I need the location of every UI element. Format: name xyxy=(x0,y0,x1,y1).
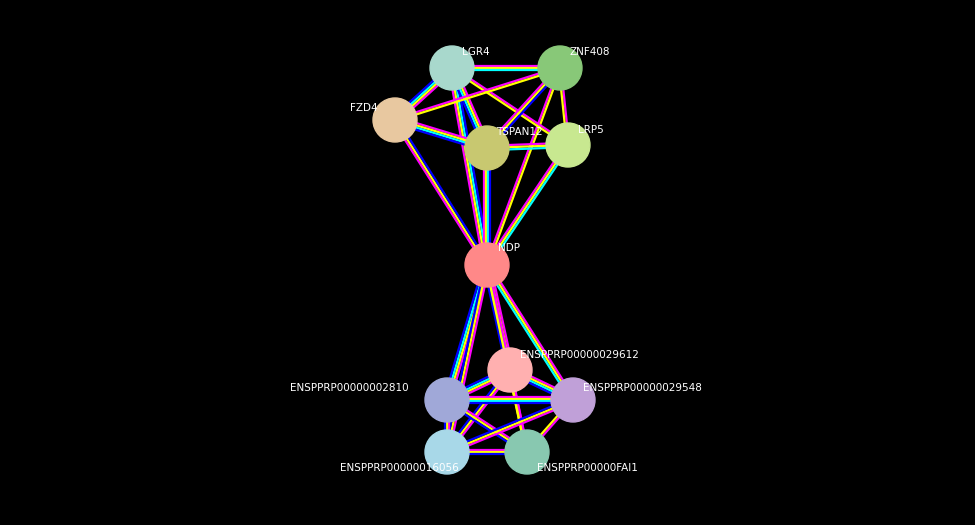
Circle shape xyxy=(488,348,532,392)
Text: LGR4: LGR4 xyxy=(462,47,489,57)
Circle shape xyxy=(425,378,469,422)
Text: TSPAN12: TSPAN12 xyxy=(496,127,543,137)
Text: NDP: NDP xyxy=(498,243,520,253)
Circle shape xyxy=(505,430,549,474)
Circle shape xyxy=(425,430,469,474)
Text: LRP5: LRP5 xyxy=(578,125,604,135)
Circle shape xyxy=(373,98,417,142)
Text: ENSPPRP00000016056: ENSPPRP00000016056 xyxy=(340,463,459,473)
Text: FZD4: FZD4 xyxy=(350,103,377,113)
Circle shape xyxy=(538,46,582,90)
Circle shape xyxy=(465,126,509,170)
Text: ENSPPRP00000029612: ENSPPRP00000029612 xyxy=(520,350,639,360)
Text: ENSPPRP00000029548: ENSPPRP00000029548 xyxy=(583,383,702,393)
Circle shape xyxy=(465,243,509,287)
Text: ENSPPRP00000002810: ENSPPRP00000002810 xyxy=(290,383,409,393)
Circle shape xyxy=(430,46,474,90)
Circle shape xyxy=(551,378,595,422)
Text: ENSPPRP00000FAI1: ENSPPRP00000FAI1 xyxy=(537,463,638,473)
Circle shape xyxy=(546,123,590,167)
Text: ZNF408: ZNF408 xyxy=(570,47,610,57)
